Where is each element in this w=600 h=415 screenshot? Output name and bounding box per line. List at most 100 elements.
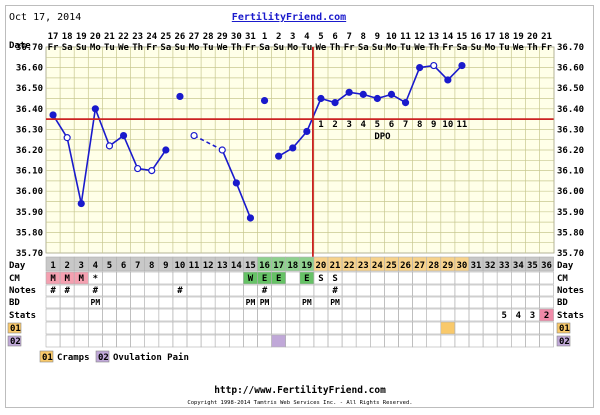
table-cell [440, 334, 456, 348]
day-row-value: 24 [372, 261, 383, 271]
cm-row-value: E [304, 274, 309, 284]
table-cell [426, 321, 442, 335]
day-row-value: 27 [414, 261, 425, 271]
temp-point [303, 127, 311, 136]
table-cell [313, 284, 329, 297]
table-cell [369, 308, 385, 322]
temp-segment [66, 137, 83, 204]
y-tick-left: 36.10 [16, 167, 43, 177]
table-cell [186, 308, 202, 322]
table-cell [341, 308, 357, 322]
table-cell [186, 284, 202, 297]
temp-segment [122, 135, 139, 169]
weekday-tick: We [513, 43, 524, 53]
day-row-value: 32 [485, 261, 496, 271]
day-row-value: 18 [287, 261, 298, 271]
day-row-value: 36 [541, 261, 552, 271]
cm-row-value: M [50, 274, 56, 284]
table-cell [369, 271, 385, 285]
table-cell [440, 308, 456, 322]
weekday-tick: Fr [245, 43, 256, 53]
weekday-tick: Th [330, 43, 341, 53]
day-row-value: 31 [471, 261, 482, 271]
table-cell [454, 334, 470, 348]
table-cell [299, 321, 315, 335]
table-cell [285, 334, 301, 348]
temp-point [387, 90, 396, 98]
table-cell [130, 271, 145, 285]
day-row-value: 2 [64, 261, 69, 271]
dpo-number: 9 [431, 120, 436, 130]
notes-row-value: # [50, 286, 56, 296]
table-cell [271, 308, 287, 322]
temp-segment [404, 67, 421, 103]
temp-point [162, 146, 170, 154]
y-tick-right: 36.30 [557, 125, 584, 135]
day-row-value: 19 [301, 261, 312, 271]
temp-point [289, 144, 297, 152]
table-cell [496, 334, 512, 348]
table-cell [355, 271, 371, 285]
weekday-tick: Fr [541, 43, 552, 53]
weekday-tick: Tu [301, 43, 312, 53]
y-tick-left: 36.30 [16, 125, 43, 135]
table-cell [102, 284, 117, 297]
temp-point-open [63, 134, 71, 142]
day-row-value: 33 [499, 261, 510, 271]
weekday-tick: Th [132, 43, 143, 53]
table-cell [200, 296, 216, 309]
table-cell [172, 308, 188, 322]
weekday-tick: Mo [386, 43, 397, 53]
table-cell [384, 334, 399, 348]
stats-row-label: Stats [9, 311, 36, 321]
day-row-value: 30 [457, 261, 468, 271]
table-cell [468, 271, 484, 285]
table-cell [172, 321, 188, 335]
date-tick: 9 [375, 32, 380, 42]
dpo-number: 2 [332, 120, 337, 130]
weekday-tick: Tu [400, 43, 411, 53]
weekday-tick: Mo [287, 43, 298, 53]
stat-02-row-label: 02 [10, 337, 21, 347]
table-cell [243, 284, 258, 297]
y-tick-left: 35.90 [16, 208, 43, 218]
weekday-tick: Mo [485, 43, 496, 53]
table-cell [200, 284, 216, 297]
table-cell [214, 334, 230, 348]
stats-row-label-right: Stats [557, 311, 584, 321]
notes-row-label: Notes [9, 286, 36, 296]
temp-segment [292, 130, 308, 149]
date-tick: 19 [76, 32, 87, 42]
table-cell [313, 308, 329, 322]
dpo-label: DPO [374, 132, 391, 142]
day-row-value: 7 [135, 261, 140, 271]
cycle-table: Day Day CM CM Notes Notes BD BD Stats Stats 01 01 02… [7, 256, 584, 348]
footer-url[interactable]: http://www.FertilityFriend.com [214, 385, 386, 396]
table-cell [539, 308, 554, 322]
dpo-number: 7 [403, 120, 408, 130]
day-row-value: 8 [149, 261, 154, 271]
cm-row-value: * [93, 274, 98, 284]
stat-01-row-label-right: 01 [559, 324, 570, 334]
weekday-tick: We [316, 43, 327, 53]
day-row-value: 12 [203, 261, 214, 271]
table-cell [59, 308, 75, 322]
day-row-value: 5 [107, 261, 112, 271]
cm-row-value: E [262, 274, 267, 284]
temp-segment [80, 108, 97, 204]
table-cell [398, 321, 413, 335]
table-cell [73, 308, 89, 322]
table-cell [539, 256, 554, 272]
table-cell [454, 321, 470, 335]
day-row-value: 13 [217, 261, 228, 271]
temp-point-open [218, 146, 226, 154]
table-cell [186, 321, 202, 335]
date-tick: 15 [457, 32, 468, 42]
table-cell [158, 271, 174, 285]
table-cell [440, 271, 456, 285]
header-date: Oct 17, 2014 [9, 12, 81, 23]
y-tick-right: 36.60 [557, 64, 584, 74]
table-cell [454, 296, 470, 309]
table-cell [525, 321, 540, 335]
temperature-series [49, 61, 466, 222]
